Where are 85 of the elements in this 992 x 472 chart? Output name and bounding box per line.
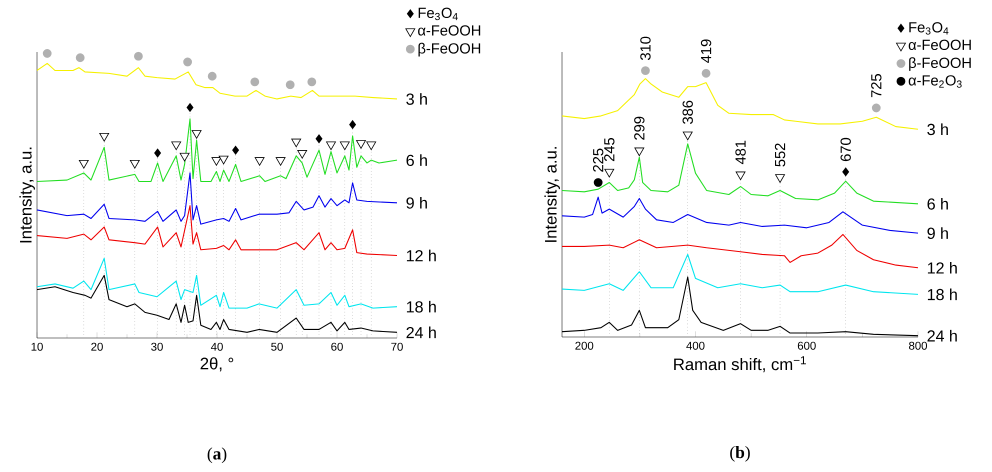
text: (b)	[730, 446, 750, 462]
series-label: 3 h	[406, 93, 427, 105]
x-tick-label: 800	[909, 342, 928, 350]
text: (a)	[208, 447, 226, 464]
point	[134, 52, 143, 61]
legend-label: α-FeOOH	[418, 25, 480, 36]
point	[130, 160, 140, 169]
series-label: 12 h	[406, 250, 436, 262]
annotation: 299	[634, 116, 645, 140]
point	[208, 72, 217, 81]
point	[192, 130, 202, 139]
legend-label: Fe$_{3}$O$_{4}$	[909, 22, 948, 35]
annotation: 245	[604, 138, 614, 162]
point	[736, 172, 746, 180]
series-label: 12 h	[928, 262, 957, 274]
x-tick-label: 200	[575, 342, 594, 350]
point	[326, 141, 336, 150]
point	[307, 77, 316, 86]
point	[340, 141, 350, 150]
legend-label: β-FeOOH	[418, 42, 480, 56]
annotation: 386	[682, 100, 693, 124]
annotation: 419	[700, 39, 712, 63]
annotation: 481	[735, 140, 746, 164]
x-axis-title: Raman shift, cm$^{−1}$	[674, 356, 806, 372]
point	[250, 77, 260, 86]
annotation: 725	[871, 74, 882, 98]
series-label: 6 h	[928, 198, 948, 210]
point	[99, 132, 110, 142]
annotation: 670	[840, 138, 851, 162]
point	[641, 66, 650, 76]
point	[702, 68, 710, 78]
point	[186, 103, 194, 112]
annotation: 225	[592, 148, 604, 172]
legend-label: α-Fe$_{2}$O$_{3}$	[908, 75, 962, 88]
series-label: 24 h	[406, 326, 436, 338]
point	[183, 58, 192, 66]
point	[218, 156, 229, 164]
point	[42, 49, 52, 58]
point	[154, 148, 162, 158]
annotation: 552	[774, 143, 786, 167]
point	[682, 132, 693, 140]
y-axis-title: Intensity, a.u.	[544, 147, 560, 242]
point	[276, 157, 286, 166]
series-label: 24 h	[928, 330, 957, 342]
x-tick-label: 600	[798, 342, 816, 350]
point	[594, 178, 603, 187]
x-tick-label: 400	[686, 342, 705, 350]
point	[286, 80, 295, 90]
x-tick-label: 30	[151, 342, 163, 351]
series-label: 9 h	[927, 227, 948, 239]
point	[212, 157, 222, 166]
point	[76, 53, 85, 62]
legend-label: β-FeOOH	[909, 57, 971, 71]
x-tick-label: 40	[210, 342, 223, 351]
point	[291, 138, 302, 148]
point	[604, 168, 614, 178]
series-label: 18 h	[928, 288, 957, 300]
annotation: 310	[640, 36, 651, 60]
point	[634, 148, 644, 156]
series-label: 3 h	[927, 123, 948, 136]
series-label: 18 h	[406, 300, 436, 313]
point	[78, 160, 89, 169]
x-tick-label: 70	[391, 342, 403, 351]
point	[366, 141, 376, 150]
point	[356, 140, 366, 149]
point	[180, 152, 190, 162]
point	[349, 120, 356, 129]
point	[171, 141, 182, 150]
x-tick-label: 10	[32, 342, 43, 351]
x-tick-label: 20	[91, 342, 103, 351]
series-label: 9 h	[406, 196, 427, 209]
x-tick-label: 50	[271, 342, 283, 351]
y-axis-title: Intensity, a.u.	[19, 148, 35, 242]
point	[775, 174, 785, 183]
point	[254, 157, 265, 166]
legend-label: Fe$_{3}$O$_{4}$	[418, 8, 458, 20]
point	[842, 167, 850, 176]
x-axis-title: 2θ, °	[200, 357, 234, 372]
point	[316, 134, 322, 144]
legend-label: α-FeOOH	[908, 40, 971, 50]
x-tick-label: 60	[331, 342, 343, 351]
series-label: 6 h	[406, 154, 427, 166]
point	[232, 146, 239, 155]
point	[872, 104, 881, 112]
point	[297, 150, 308, 159]
